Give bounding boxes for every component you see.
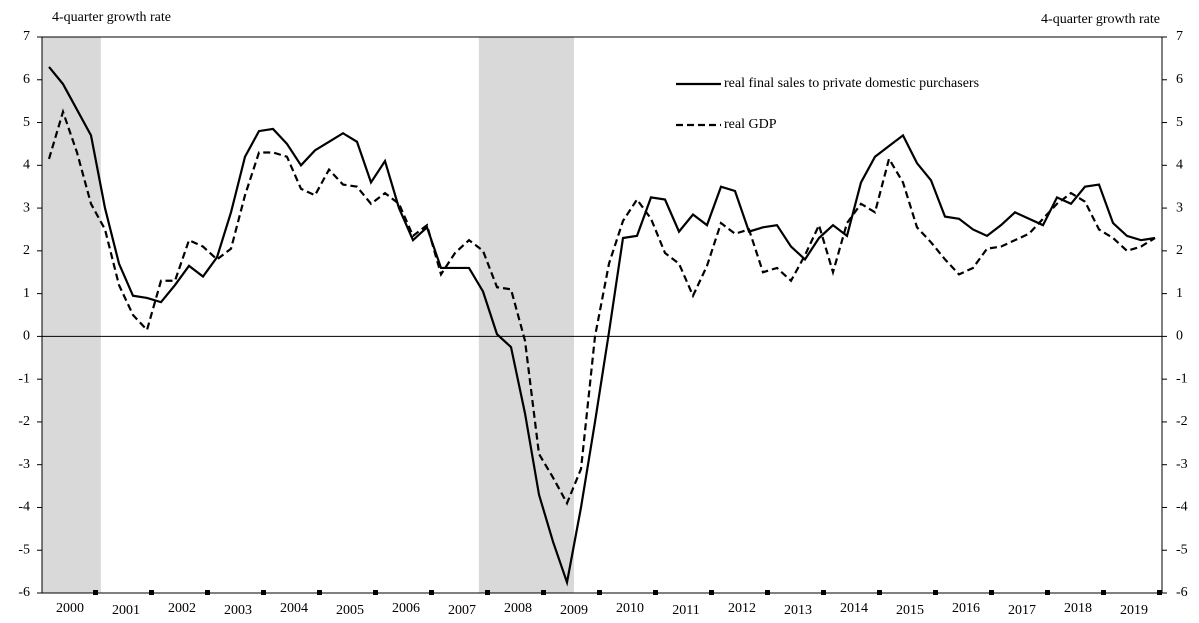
x-tick-label: 2000: [56, 601, 84, 616]
x-tick-label: 2018: [1064, 601, 1092, 616]
y-tick-label: 5: [23, 115, 30, 130]
y-axis-label: 4-quarter growth rate: [52, 10, 171, 25]
x-tick-label: 2019: [1120, 603, 1148, 618]
y-tick-label: -4: [18, 500, 30, 515]
x-tick-label: 2011: [672, 603, 699, 618]
y-tick-label: -5: [18, 542, 30, 557]
plot-frame: [41, 36, 1163, 594]
y2-tick-label: -6: [1176, 585, 1188, 600]
x-tick: [149, 590, 154, 595]
x-tick-label: 2005: [336, 603, 364, 618]
y2-tick-label: -2: [1176, 414, 1188, 429]
x-tick: [877, 590, 882, 595]
x-tick: [1101, 590, 1106, 595]
x-tick: [709, 590, 714, 595]
y-tick-label: -3: [18, 457, 30, 472]
y2-tick-label: 0: [1176, 329, 1183, 344]
y2-tick-label: 6: [1176, 72, 1183, 87]
y-tick-label: 7: [23, 29, 30, 44]
y2-tick-label: 1: [1176, 286, 1183, 301]
x-tick-label: 2017: [1008, 603, 1036, 618]
y-tick-label: 3: [23, 200, 30, 215]
x-tick: [653, 590, 658, 595]
y2-tick-label: 4: [1176, 158, 1183, 173]
recession-shade: [42, 37, 101, 593]
x-tick-label: 2008: [504, 601, 532, 616]
x-tick: [821, 590, 826, 595]
x-tick: [317, 590, 322, 595]
x-tick: [1157, 590, 1162, 595]
x-tick-label: 2016: [952, 601, 980, 616]
y2-tick-label: 2: [1176, 243, 1183, 258]
x-tick-label: 2014: [840, 601, 868, 616]
y-tick-label: -6: [18, 585, 30, 600]
x-tick-label: 2007: [448, 603, 476, 618]
y2-tick-label: 7: [1176, 29, 1183, 44]
legend-label: real GDP: [724, 117, 777, 132]
x-tick: [597, 590, 602, 595]
y-tick-label: 1: [23, 286, 30, 301]
x-tick: [1045, 590, 1050, 595]
y-tick-label: 0: [23, 329, 30, 344]
x-tick: [541, 590, 546, 595]
y2-tick-label: -3: [1176, 457, 1188, 472]
x-tick-label: 2012: [728, 601, 756, 616]
x-tick-label: 2004: [280, 601, 308, 616]
x-tick: [373, 590, 378, 595]
y2-tick-label: -5: [1176, 542, 1188, 557]
y-tick-label: -1: [18, 371, 30, 386]
x-tick-label: 2010: [616, 601, 644, 616]
x-tick-label: 2013: [784, 603, 812, 618]
x-tick-label: 2002: [168, 601, 196, 616]
y-tick-label: 6: [23, 72, 30, 87]
x-tick-label: 2015: [896, 603, 924, 618]
y-tick-label: 4: [23, 158, 30, 173]
legend-label: real final sales to private domestic pur…: [724, 76, 979, 91]
x-tick-label: 2001: [112, 603, 140, 618]
recession-shade: [478, 37, 574, 593]
y-tick-label: -2: [18, 414, 30, 429]
x-tick: [205, 590, 210, 595]
x-tick: [989, 590, 994, 595]
series-line: [47, 108, 1156, 506]
x-tick: [485, 590, 490, 595]
y2-tick-label: 5: [1176, 115, 1183, 130]
y2-tick-label: -1: [1176, 371, 1188, 386]
y-tick-label: 2: [23, 243, 30, 258]
y2-tick-label: 3: [1176, 200, 1183, 215]
x-tick: [93, 590, 98, 595]
x-tick: [933, 590, 938, 595]
x-tick-label: 2009: [560, 603, 588, 618]
series-line: [48, 66, 1156, 587]
x-tick: [429, 590, 434, 595]
y2-tick-label: -4: [1176, 500, 1188, 515]
x-tick: [765, 590, 770, 595]
x-tick-label: 2006: [392, 601, 420, 616]
x-tick: [261, 590, 266, 595]
x-tick-label: 2003: [224, 603, 252, 618]
y2-axis-label: 4-quarter growth rate: [1041, 12, 1160, 27]
